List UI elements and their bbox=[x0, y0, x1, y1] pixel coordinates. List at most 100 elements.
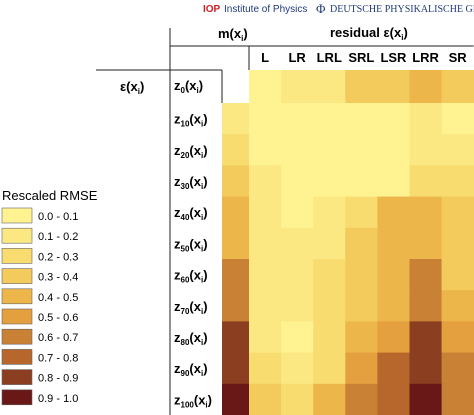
column-header: L bbox=[261, 50, 269, 65]
heatmap-cell bbox=[345, 70, 378, 103]
epsilon-axis-title: ε(xi) bbox=[120, 79, 144, 96]
heatmap-cell bbox=[345, 134, 378, 166]
legend-swatch bbox=[1, 369, 33, 385]
heatmap-cell bbox=[222, 196, 249, 229]
row-label: z20(xi) bbox=[174, 143, 208, 160]
heatmap-cell bbox=[281, 70, 314, 103]
heatmap-cell bbox=[377, 383, 410, 415]
publisher-header: IOP Institute of Physics Φ DEUTSCHE PHYS… bbox=[203, 1, 474, 16]
column-header: LRR bbox=[412, 50, 439, 65]
column-header: LR bbox=[288, 50, 306, 65]
axis-labels: residual ε(xi) m(xi) ε(xi) L LR LRL SRL LSR LRR S… bbox=[120, 25, 467, 409]
heatmap-cell bbox=[222, 227, 249, 260]
heatmap-cell bbox=[222, 321, 249, 354]
heatmap-cell bbox=[313, 321, 346, 354]
heatmap-cell bbox=[222, 103, 249, 135]
heatmap-cell bbox=[249, 383, 282, 415]
legend-swatch bbox=[1, 328, 33, 345]
m-axis-title: m(xi) bbox=[218, 26, 248, 43]
legend-swatch bbox=[1, 207, 33, 224]
legend-entry: 0.2 - 0.3 bbox=[38, 251, 78, 263]
heatmap-cell bbox=[313, 70, 346, 103]
heatmap-cell bbox=[441, 383, 474, 415]
heatmap-cell bbox=[281, 103, 314, 135]
row-label: z70(xi) bbox=[174, 299, 208, 316]
heatmap-cell bbox=[313, 383, 346, 415]
heatmap-cell bbox=[409, 352, 443, 385]
heatmap-cell bbox=[377, 290, 410, 322]
heatmap-cell bbox=[409, 259, 443, 291]
heatmap-cell bbox=[377, 103, 410, 135]
row-label: z10(xi) bbox=[174, 112, 208, 129]
heatmap-cell bbox=[281, 383, 314, 415]
heatmap-cell bbox=[409, 70, 443, 103]
heatmap-cell bbox=[249, 196, 282, 229]
row-label: z50(xi) bbox=[174, 236, 208, 253]
heatmap-cell bbox=[441, 352, 474, 385]
heatmap-cell bbox=[441, 134, 474, 166]
row-label: z100(xi) bbox=[174, 392, 212, 409]
heatmap-cell bbox=[345, 321, 378, 354]
legend: Rescaled RMSE 0.0 - 0.1 0.1 - 0.2 0.2 - 0.3… bbox=[1, 188, 98, 406]
column-axis-title: residual ε(xi) bbox=[330, 25, 408, 42]
heatmap-cell bbox=[222, 134, 249, 166]
legend-entry: 0.6 - 0.7 bbox=[38, 332, 78, 344]
heatmap-cell bbox=[222, 165, 249, 198]
heatmap-cell bbox=[345, 259, 378, 291]
legend-swatch bbox=[1, 349, 33, 365]
legend-swatch bbox=[1, 268, 33, 284]
heatmap-cell bbox=[313, 134, 346, 166]
heatmap-cell bbox=[441, 165, 474, 198]
heatmap-cell bbox=[281, 352, 314, 385]
iop-name-text: Institute of Physics bbox=[224, 4, 307, 15]
legend-entry: 0.1 - 0.2 bbox=[38, 231, 78, 243]
heatmap-cell bbox=[222, 259, 249, 291]
heatmap-cell bbox=[409, 196, 443, 229]
heatmap-cell bbox=[377, 321, 410, 354]
heatmap-cell bbox=[281, 227, 314, 260]
heatmap-cell bbox=[377, 134, 410, 166]
heatmap-cell bbox=[409, 103, 443, 135]
heatmap-cell bbox=[377, 227, 410, 260]
heatmap-cell bbox=[441, 70, 474, 103]
heatmap-cell bbox=[345, 352, 378, 385]
heatmap-cells bbox=[222, 70, 474, 415]
heatmap-cell bbox=[441, 227, 474, 260]
column-header: LRL bbox=[317, 50, 342, 65]
dpg-name-text: DEUTSCHE PHYSIKALISCHE GESELLSCHAFT bbox=[330, 4, 474, 15]
column-header: SR bbox=[449, 50, 468, 65]
heatmap-cell bbox=[409, 383, 443, 415]
heatmap-cell bbox=[441, 290, 474, 322]
grid-lines bbox=[96, 28, 474, 415]
legend-swatch bbox=[1, 288, 33, 305]
legend-entry: 0.0 - 0.1 bbox=[38, 211, 78, 223]
iop-brand-text: IOP bbox=[203, 4, 221, 15]
heatmap-cell bbox=[281, 196, 314, 229]
heatmap-cell bbox=[441, 321, 474, 354]
legend-entry: 0.4 - 0.5 bbox=[38, 292, 78, 304]
legend-swatch bbox=[1, 308, 33, 325]
heatmap-cell bbox=[313, 227, 346, 260]
row-label-z0: z0(xi) bbox=[174, 78, 203, 95]
legend-swatch bbox=[1, 227, 33, 244]
row-label: z80(xi) bbox=[174, 330, 208, 347]
legend-entry: 0.8 - 0.9 bbox=[38, 373, 78, 385]
legend-title: Rescaled RMSE bbox=[2, 188, 98, 203]
heatmap-cell bbox=[377, 352, 410, 385]
heatmap-cell bbox=[249, 103, 282, 135]
heatmap-cell bbox=[377, 165, 410, 198]
column-header: SRL bbox=[348, 50, 374, 65]
heatmap-cell bbox=[249, 290, 282, 322]
heatmap-cell bbox=[345, 290, 378, 322]
heatmap-cell bbox=[441, 259, 474, 291]
heatmap-cell bbox=[409, 165, 443, 198]
legend-swatch bbox=[1, 389, 33, 406]
heatmap-cell bbox=[249, 134, 282, 166]
heatmap-cell bbox=[313, 352, 346, 385]
heatmap-cell bbox=[249, 227, 282, 260]
heatmap-cell bbox=[281, 321, 314, 354]
legend-entry: 0.9 - 1.0 bbox=[38, 393, 78, 405]
heatmap-cell bbox=[377, 196, 410, 229]
dpg-symbol: Φ bbox=[316, 1, 326, 16]
heatmap-cell bbox=[409, 227, 443, 260]
